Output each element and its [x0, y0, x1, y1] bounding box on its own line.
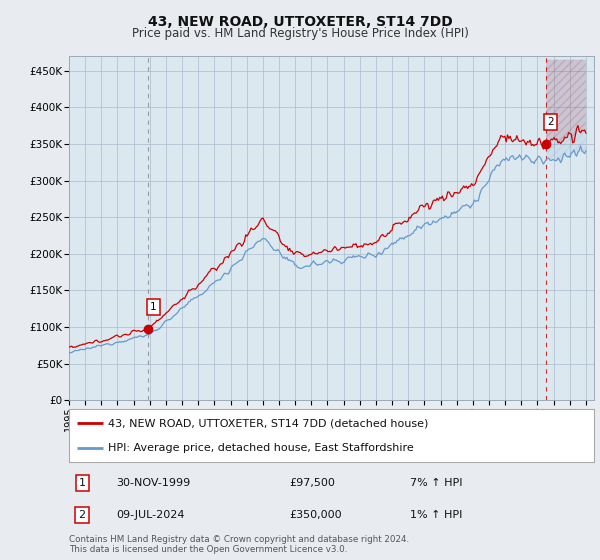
Text: £97,500: £97,500 — [290, 478, 335, 488]
Text: 30-NOV-1999: 30-NOV-1999 — [116, 478, 191, 488]
Text: 2: 2 — [547, 117, 554, 127]
Text: HPI: Average price, detached house, East Staffordshire: HPI: Average price, detached house, East… — [109, 442, 414, 452]
Text: 43, NEW ROAD, UTTOXETER, ST14 7DD: 43, NEW ROAD, UTTOXETER, ST14 7DD — [148, 15, 452, 29]
Text: 09-JUL-2024: 09-JUL-2024 — [116, 510, 185, 520]
Text: 7% ↑ HPI: 7% ↑ HPI — [410, 478, 463, 488]
Text: 1: 1 — [79, 478, 86, 488]
Text: 1% ↑ HPI: 1% ↑ HPI — [410, 510, 463, 520]
Text: 1: 1 — [150, 302, 157, 312]
Text: £350,000: £350,000 — [290, 510, 342, 520]
Text: 43, NEW ROAD, UTTOXETER, ST14 7DD (detached house): 43, NEW ROAD, UTTOXETER, ST14 7DD (detac… — [109, 418, 429, 428]
Text: Price paid vs. HM Land Registry's House Price Index (HPI): Price paid vs. HM Land Registry's House … — [131, 27, 469, 40]
Text: 2: 2 — [79, 510, 86, 520]
Text: Contains HM Land Registry data © Crown copyright and database right 2024.
This d: Contains HM Land Registry data © Crown c… — [69, 535, 409, 554]
